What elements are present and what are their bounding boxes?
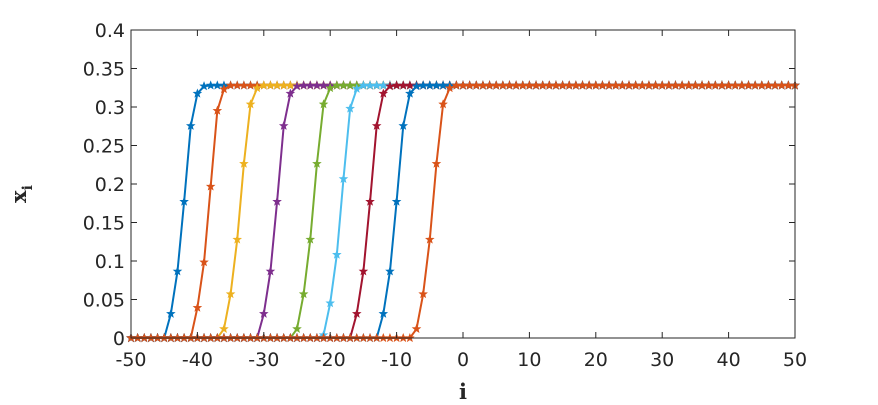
data-point [385,266,395,276]
x-tick-label: 50 [783,349,807,371]
data-point [318,99,329,109]
data-point [305,234,316,244]
data-point [338,173,349,183]
data-point [219,323,229,333]
data-point [325,298,335,308]
x-tick-label: -40 [182,349,213,371]
y-tick-label: 0.1 [95,251,125,273]
x-tick-label: -20 [315,349,346,371]
data-point [385,81,395,91]
data-point [431,158,442,168]
data-point [325,83,335,93]
data-point [166,308,176,318]
y-axis-ticks: 0 0.05 0.1 0.15 0.2 0.25 0.3 0.35 0.4 [83,20,795,350]
data-point [199,257,209,267]
y-axis-label-main: x [6,190,31,203]
data-point [232,234,243,244]
y-tick-label: 0.3 [95,97,125,119]
data-point [239,158,249,168]
x-tick-label: -30 [248,349,279,371]
x-tick-label: 10 [517,349,541,371]
y-tick-label: 0.2 [95,174,125,196]
data-point [272,196,282,206]
data-point [179,196,189,206]
y-tick-label: 0.4 [95,20,125,42]
data-point [212,105,223,115]
y-axis-label-subscript: i [20,185,36,190]
data-point [225,289,236,299]
data-point [285,88,296,98]
data-point [378,308,389,318]
x-tick-label: -50 [115,349,146,371]
data-point [192,302,203,312]
data-point [405,88,415,98]
data-point [391,196,402,206]
data-point [205,181,216,191]
data-point [298,289,309,299]
x-tick-label: 30 [650,349,674,371]
data-point [312,158,322,168]
data-point [365,196,375,206]
data-point [358,266,369,276]
data-point [378,88,389,98]
data-point [245,99,256,109]
data-point [199,81,209,91]
x-axis-label: i [459,379,467,404]
y-tick-label: 0 [113,328,125,350]
data-point [252,83,262,93]
y-tick-label: 0.05 [83,290,125,312]
data-point [411,323,422,333]
data-point [172,266,183,276]
data-point [292,81,302,91]
data-point [438,99,448,109]
data-point [332,249,342,259]
data-point [425,234,435,244]
data-point [345,103,355,113]
data-point [292,323,302,333]
y-tick-label: 0.35 [83,59,125,81]
data-point [444,83,455,93]
data-point [259,308,269,318]
data-point [411,81,422,91]
data-point [351,308,362,318]
y-tick-label: 0.25 [83,136,125,158]
data-point [192,88,203,98]
data-point [278,120,289,130]
data-point [371,120,382,130]
y-axis-label: xi [6,185,36,203]
x-tick-label: 20 [584,349,608,371]
data-point [219,84,229,94]
x-axis-ticks: -50 -40 -30 -20 -10 0 10 20 30 40 50 [115,30,807,371]
data-point [398,120,409,130]
x-tick-label: 40 [717,349,741,371]
data-point [351,83,362,93]
x-tick-label: 0 [457,349,469,371]
x-tick-label: -10 [381,349,412,371]
y-tick-label: 0.15 [83,213,125,235]
data-point [418,289,428,299]
data-point [265,266,276,276]
data-point [185,120,196,130]
